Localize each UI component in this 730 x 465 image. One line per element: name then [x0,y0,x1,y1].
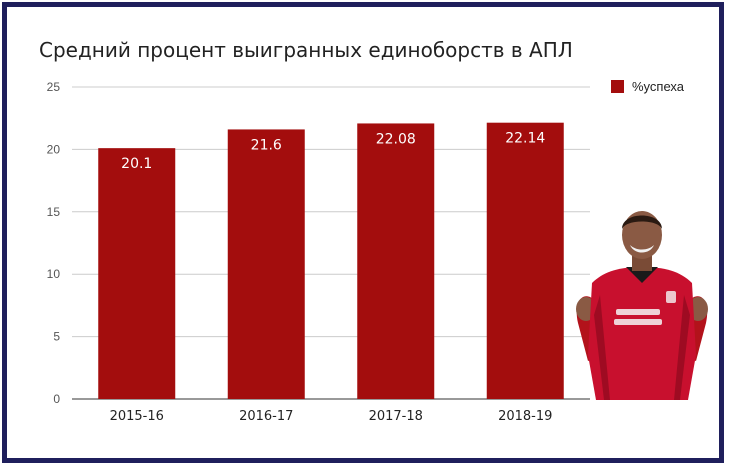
bar-2017-18 [357,123,435,400]
x-axis-ticks: 2015-16 2016-17 2017-18 2018-19 [110,409,553,424]
legend-swatch [611,80,624,93]
chart-title: Средний процент выигранных единоборств в… [39,38,573,62]
y-tick-label: 25 [47,80,61,94]
data-label: 22.08 [376,131,416,147]
x-tick-label: 2015-16 [110,409,164,424]
y-tick-label: 10 [47,267,61,281]
data-label: 22.14 [505,131,545,147]
data-label: 21.6 [251,137,282,153]
x-tick-label: 2016-17 [239,409,293,424]
bar-2015-16 [98,148,176,399]
player-photo [570,205,715,400]
data-label: 20.1 [121,156,152,172]
legend-label: %успеха [632,79,684,94]
x-tick-label: 2017-18 [369,409,423,424]
y-axis-ticks: 0 5 10 15 20 25 [47,80,61,406]
y-tick-label: 0 [53,392,60,406]
bars: 20.1 21.6 22.08 22.14 [98,122,564,400]
y-tick-label: 5 [53,330,60,344]
y-tick-label: 20 [47,142,61,156]
y-tick-label: 15 [47,205,61,219]
bar-2018-19 [486,122,564,399]
legend: %успеха [611,79,684,94]
bar-2016-17 [227,129,305,399]
x-tick-label: 2018-19 [498,409,552,424]
